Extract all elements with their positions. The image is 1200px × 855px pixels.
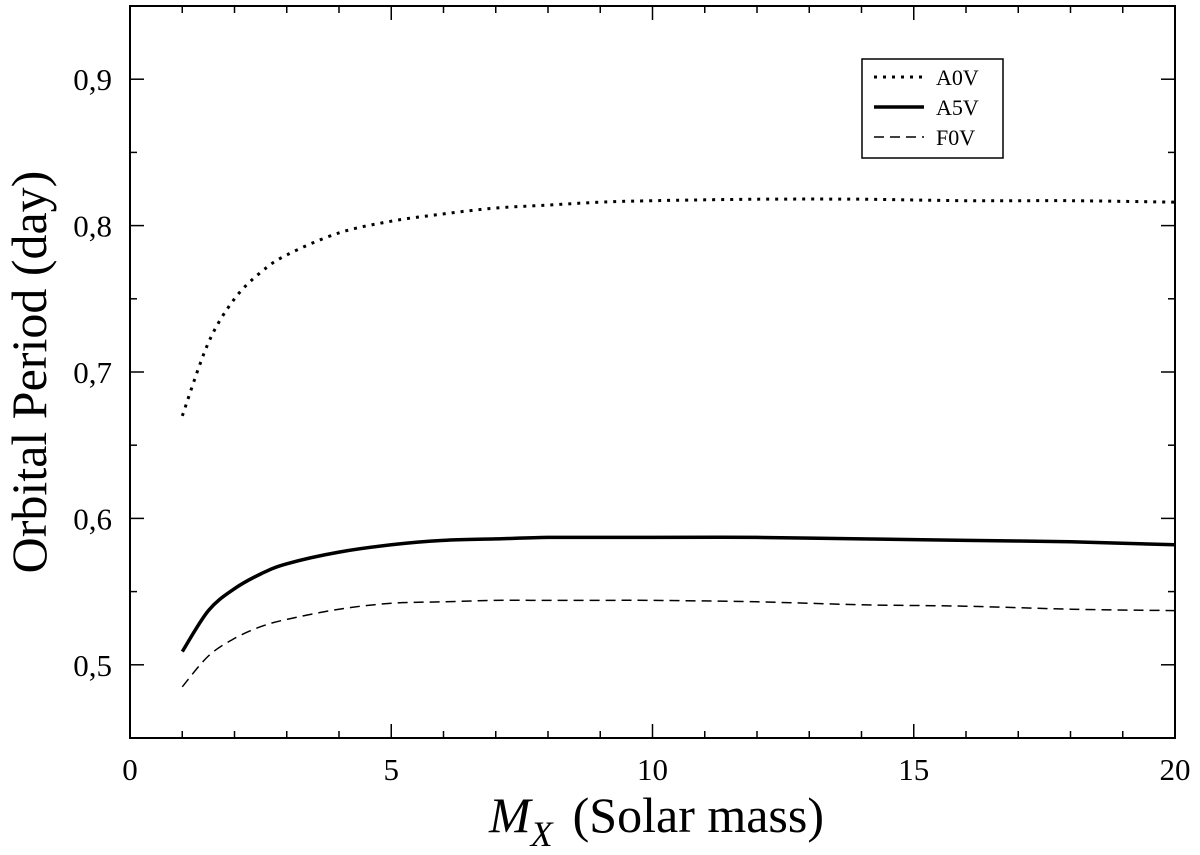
x-tick-label: 15 [898, 752, 929, 787]
x-axis-symbol: M [488, 787, 533, 843]
y-tick-label: 0,6 [73, 501, 112, 536]
series-line-a0v [180, 197, 1176, 417]
y-tick-label: 0,9 [73, 62, 112, 97]
x-axis-title: MX (Solar mass) [488, 787, 824, 854]
plot-frame [129, 5, 1176, 739]
x-axis-subscript: X [529, 814, 555, 854]
x-axis-unit: (Solar mass) [573, 787, 824, 843]
x-tick-label: 20 [1160, 752, 1191, 787]
labels-layer: 0 5 10 15 20 0,5 0,6 0,7 0,8 0,9 [73, 62, 1190, 787]
x-tick-label: 0 [122, 752, 138, 787]
series-layer [180, 197, 1176, 688]
legend-label-f0v: F0V [936, 125, 975, 150]
x-tick-label: 5 [384, 752, 400, 787]
y-axis-title: Orbital Period (day) [1, 171, 57, 574]
y-tick-label: 0,5 [73, 648, 112, 683]
legend-label-a0v: A0V [936, 65, 979, 90]
legend-label-a5v: A5V [936, 95, 979, 120]
x-tick-label: 10 [637, 752, 668, 787]
y-tick-label: 0,7 [73, 355, 112, 390]
series-line-a5v [180, 535, 1176, 653]
legend: A0V A5V F0V [861, 58, 1004, 159]
series-line-f0v [181, 599, 1176, 688]
y-tick-label: 0,8 [73, 209, 112, 244]
